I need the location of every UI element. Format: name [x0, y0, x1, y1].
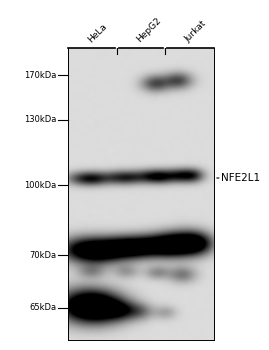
Text: 70kDa: 70kDa: [29, 251, 56, 259]
Text: HepG2: HepG2: [135, 16, 163, 44]
Text: 100kDa: 100kDa: [24, 181, 56, 189]
Text: 170kDa: 170kDa: [24, 70, 56, 79]
Text: HeLa: HeLa: [86, 21, 109, 44]
Text: 65kDa: 65kDa: [29, 303, 56, 313]
Text: 130kDa: 130kDa: [24, 116, 56, 125]
Text: Jurkat: Jurkat: [183, 19, 208, 44]
Text: NFE2L1: NFE2L1: [221, 173, 260, 183]
